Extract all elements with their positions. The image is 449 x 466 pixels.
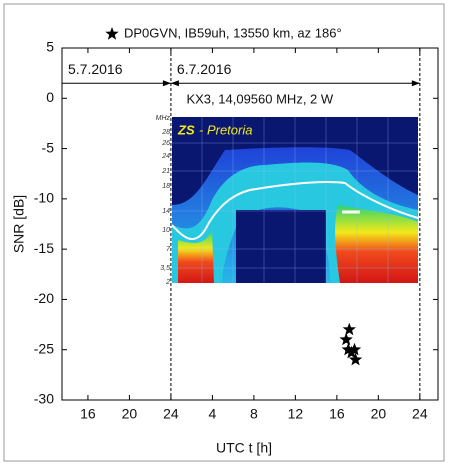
- y-tick-label: 0: [46, 89, 54, 105]
- inset-label: 7: [166, 246, 171, 253]
- star-point: [339, 332, 353, 346]
- inset-label: 2: [165, 279, 170, 286]
- star-point: [342, 322, 356, 336]
- y-axis-label: SNR [dB]: [11, 195, 27, 253]
- y-tick-label: -15: [34, 240, 54, 256]
- inset-label: MHz: [156, 115, 171, 122]
- x-tick-label: 24: [163, 406, 179, 422]
- plot-frame: [61, 47, 439, 401]
- y-tick-label: 5: [46, 39, 54, 55]
- star-point: [344, 345, 358, 359]
- inset-label: 18: [162, 183, 170, 190]
- outer-frame: [3, 3, 445, 462]
- arrow-head: [162, 80, 171, 87]
- star-point: [348, 352, 363, 366]
- x-tick-label: 16: [329, 406, 345, 422]
- day-label: 5.7.2016: [68, 61, 123, 77]
- star-point: [341, 342, 355, 356]
- x-tick-label: 20: [371, 406, 387, 422]
- inset-label: 10: [162, 227, 170, 234]
- legend-label: DP0GVN, IB59uh, 13550 km, az 186°: [124, 25, 342, 40]
- inset-label: 28: [161, 129, 170, 136]
- inset-image: [150, 114, 420, 285]
- annotation: KX3, 14,09560 MHz, 2 W: [186, 92, 333, 107]
- y-tick-label: -20: [34, 290, 54, 306]
- inset-label: 26: [161, 140, 170, 147]
- x-tick-label: 12: [288, 406, 304, 422]
- inset-label: 14: [162, 208, 170, 215]
- x-axis-label: UTC t [h]: [216, 440, 272, 456]
- legend-marker: [105, 27, 119, 40]
- inset-label: 3,5: [160, 265, 170, 272]
- star-point: [347, 342, 362, 356]
- inset-label: 24: [161, 153, 170, 160]
- y-tick-label: -30: [34, 391, 54, 407]
- day-label: 6.7.2016: [177, 61, 232, 77]
- arrow-head: [170, 80, 179, 87]
- y-tick-label: -25: [34, 340, 54, 356]
- y-tick-label: -10: [34, 190, 54, 206]
- inset-label: 21: [161, 168, 170, 175]
- arrow-head: [411, 80, 420, 87]
- x-tick-label: 4: [209, 406, 217, 422]
- x-tick-label: 24: [412, 406, 428, 422]
- x-tick-label: 16: [80, 406, 96, 422]
- inset-title-place: - Pretoria: [199, 122, 252, 137]
- y-tick-label: -5: [42, 139, 55, 155]
- inset-title-call: ZS: [177, 122, 195, 137]
- x-tick-label: 20: [122, 406, 138, 422]
- x-tick-label: 8: [250, 406, 258, 422]
